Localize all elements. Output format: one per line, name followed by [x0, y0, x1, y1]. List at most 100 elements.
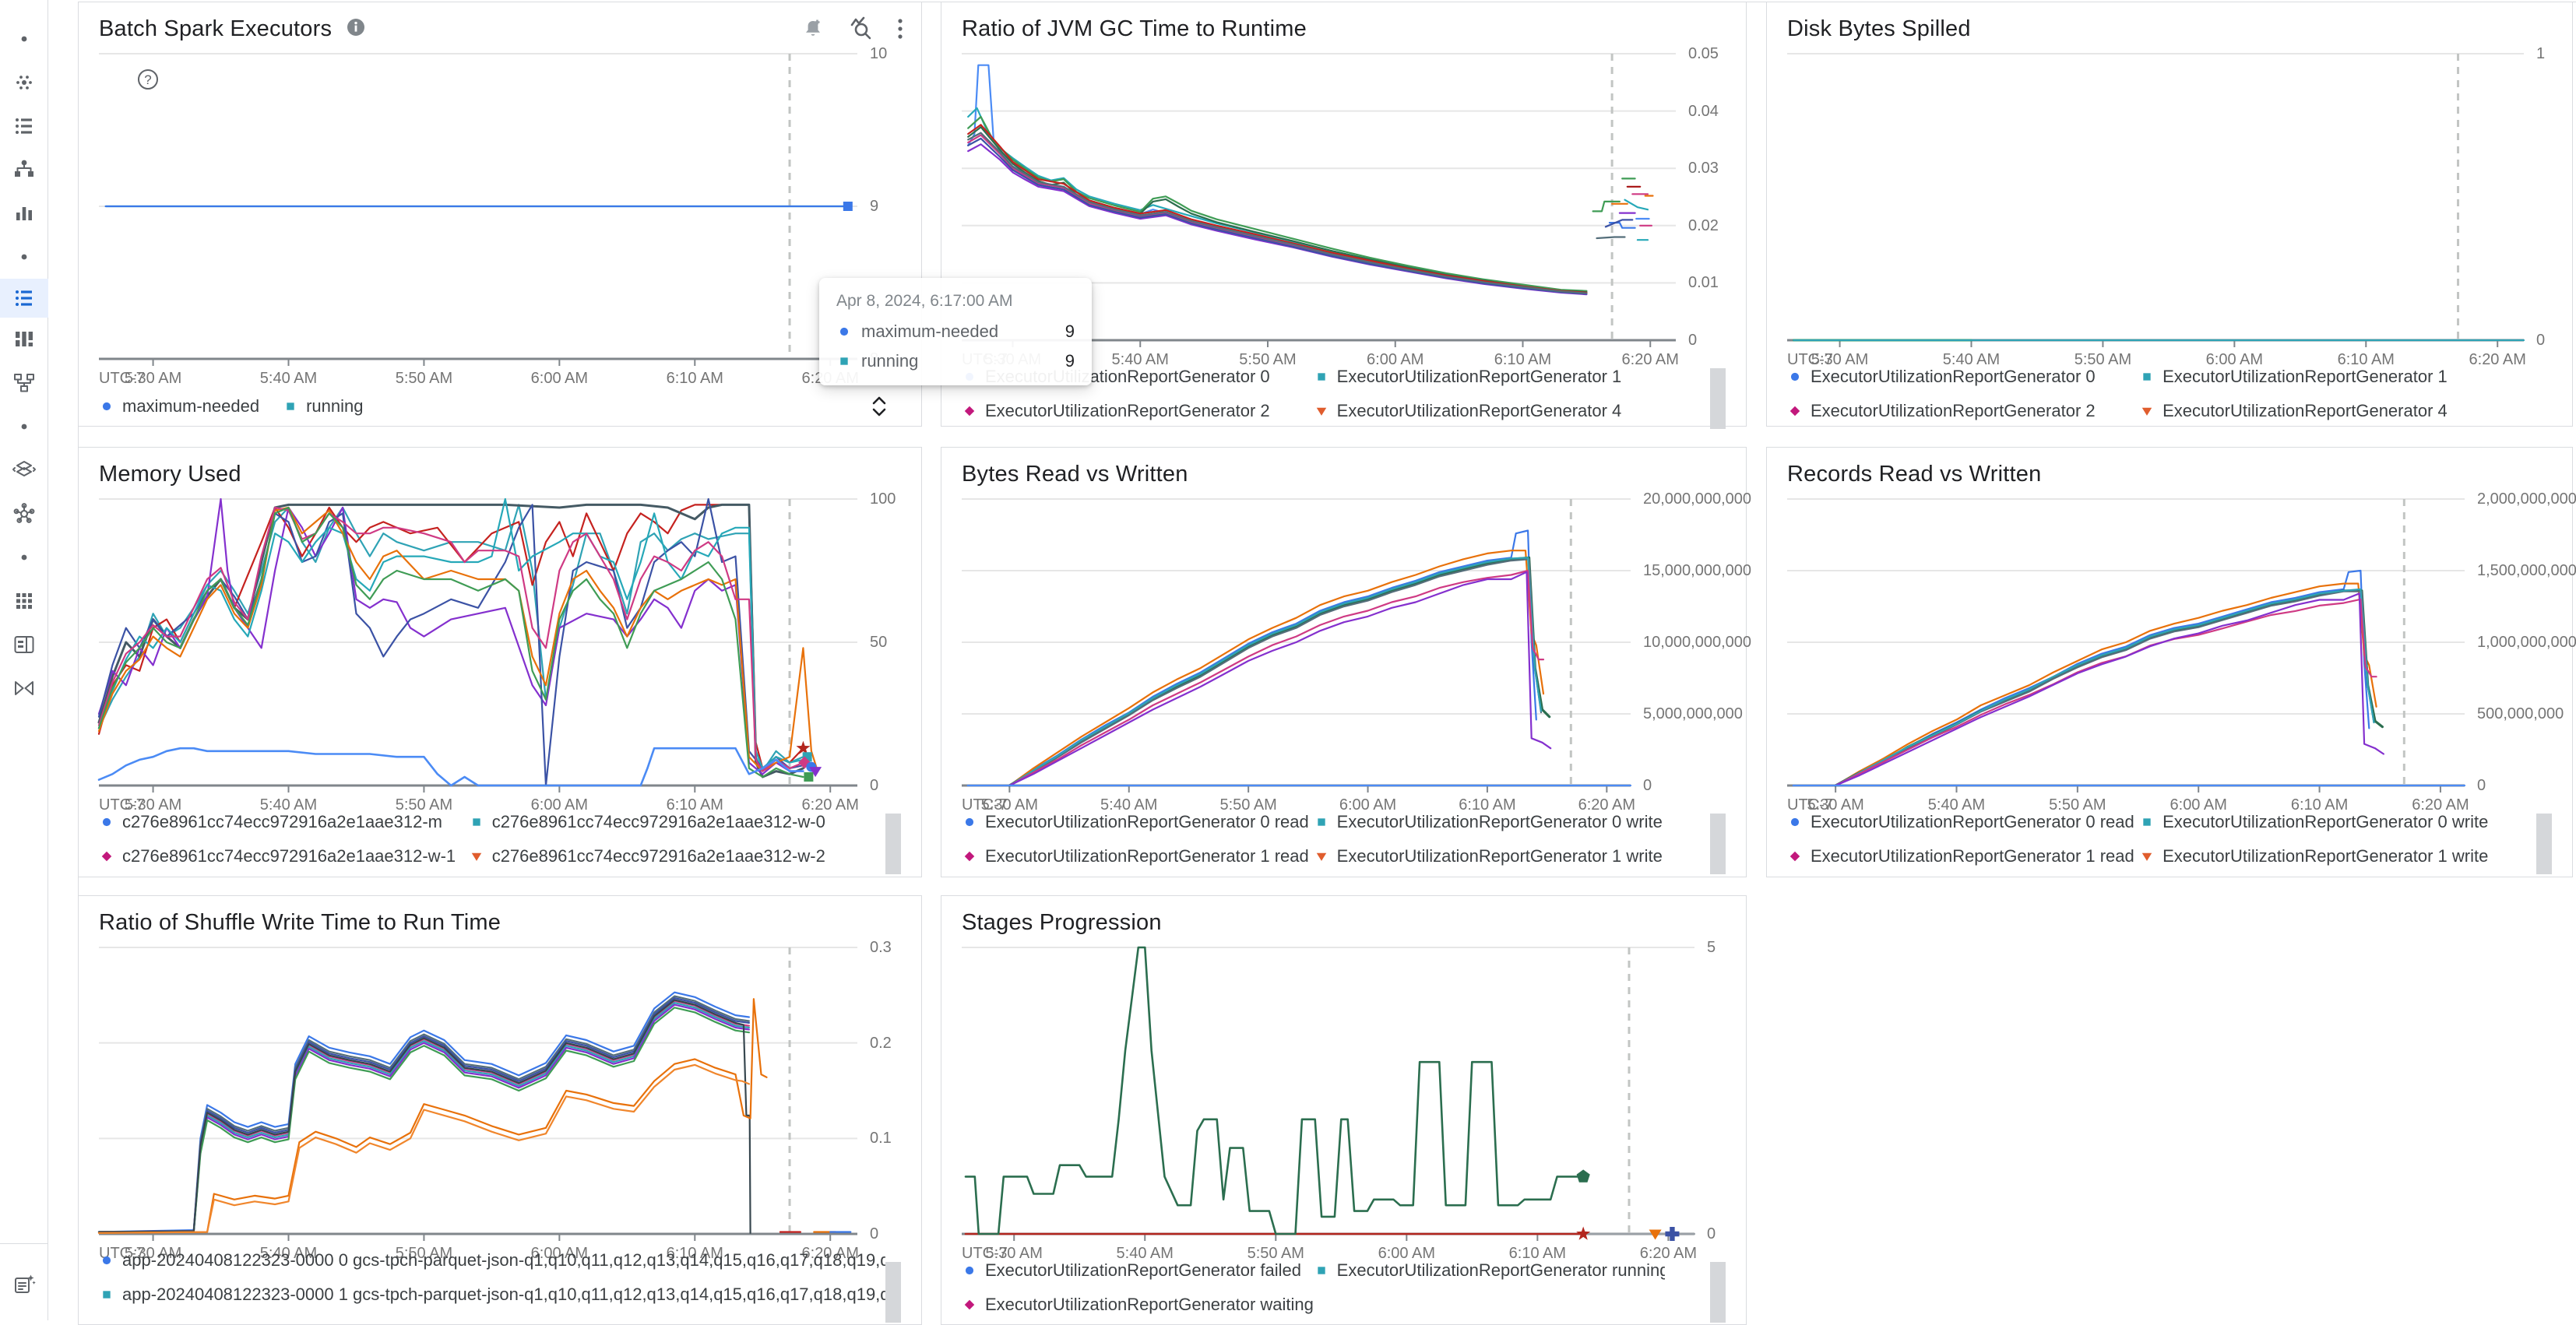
more-vert-icon[interactable]	[895, 15, 906, 43]
sidebar-item-apps-grid[interactable]	[0, 579, 48, 623]
org-tree-icon	[14, 160, 33, 177]
x-axis-label: 5:50 AM	[395, 1245, 453, 1262]
legend-item[interactable]: app-20240408122323-0000 0 gcs-tpch-parqu…	[99, 1250, 885, 1271]
chart-card-memory-used: Memory Used 100 50 0 UTC-7 5:30 AM 5:40 AM 5:5…	[78, 447, 922, 877]
y-axis-label: 50	[870, 634, 888, 651]
legend-item[interactable]: ExecutorUtilizationReportGenerator 1	[1314, 367, 1666, 387]
legend-item[interactable]: ExecutorUtilizationReportGenerator 1 rea…	[1787, 846, 2139, 866]
legend-item[interactable]: ExecutorUtilizationReportGenerator 0 rea…	[1787, 812, 2139, 832]
legend-item[interactable]: c276e8961cc74ecc972916a2e1aae312-m	[99, 812, 469, 832]
x-axis-label: 5:50 AM	[2074, 351, 2132, 368]
legend-item[interactable]: ExecutorUtilizationReportGenerator 0 wri…	[2139, 812, 2491, 832]
legend-item[interactable]: ExecutorUtilizationReportGenerator 1 rea…	[962, 846, 1314, 866]
legend-item[interactable]: running	[283, 396, 363, 416]
sidebar-item-layers[interactable]	[0, 448, 48, 492]
sidebar-item-list[interactable]	[0, 104, 48, 148]
x-axis-label: 6:00 AM	[530, 1245, 589, 1262]
sidebar-item-dot[interactable]	[0, 235, 48, 279]
series-line	[97, 497, 804, 769]
legend-item[interactable]: ExecutorUtilizationReportGenerator 1 wri…	[2139, 846, 2491, 866]
info-icon[interactable]	[344, 16, 368, 43]
chart-plot[interactable]: 20,000,000,000 15,000,000,000 10,000,000,0…	[941, 448, 1751, 877]
sidebar-item-org-tree[interactable]	[0, 148, 48, 192]
sidebar-item-list[interactable]	[0, 279, 48, 318]
sidebar-item-dot[interactable]	[0, 405, 48, 448]
legend-item[interactable]: ExecutorUtilizationReportGenerator 4	[1314, 401, 1666, 421]
x-axis-label: 6:10 AM	[2290, 796, 2349, 814]
legend-scrollbar-thumb[interactable]	[885, 814, 901, 874]
y-axis-label: 0.01	[1688, 274, 1719, 292]
sidebar-item-bowtie[interactable]	[0, 666, 48, 710]
series-line	[1834, 589, 2384, 787]
legend-label: ExecutorUtilizationReportGenerator faile…	[985, 1260, 1301, 1280]
plot-canvas[interactable]	[1787, 498, 2466, 795]
legend-item[interactable]: ExecutorUtilizationReportGenerator 1 wri…	[1314, 846, 1666, 866]
legend-item[interactable]: ExecutorUtilizationReportGenerator 4	[2139, 401, 2491, 421]
sidebar-item-bar-chart[interactable]	[0, 192, 48, 235]
chart-title: Batch Spark Executors	[99, 16, 333, 41]
legend-scrollbar-thumb[interactable]	[1710, 1262, 1726, 1323]
series-line	[1834, 592, 2385, 787]
legend-item[interactable]: c276e8961cc74ecc972916a2e1aae312-w-2	[469, 846, 839, 866]
series-line	[1008, 550, 1545, 787]
plot-canvas[interactable]	[99, 53, 857, 368]
sidebar-item-notes-sparkle[interactable]	[0, 1263, 48, 1306]
add-alert-icon[interactable]	[800, 16, 826, 42]
chart-plot[interactable]: 100 50 0 UTC-7 5:30 AM 5:40 AM 5:50 AM 6:00 AM 6…	[79, 448, 921, 877]
series-line	[1008, 556, 1551, 787]
legend-item[interactable]: c276e8961cc74ecc972916a2e1aae312-w-1	[99, 846, 469, 866]
x-axis-label: 6:20 AM	[801, 1245, 859, 1262]
sidebar-item-cluster-dots[interactable]	[0, 61, 48, 104]
legend-label: ExecutorUtilizationReportGenerator 1 wri…	[2163, 846, 2489, 866]
diamond-marker-icon	[964, 406, 975, 416]
data-point-marker	[843, 202, 853, 211]
square-marker-icon	[1317, 373, 1325, 381]
legend-item[interactable]: ExecutorUtilizationReportGenerator waiti…	[962, 1295, 1314, 1315]
legend-item[interactable]: ExecutorUtilizationReportGenerator 0	[1787, 367, 2139, 387]
chart-plot[interactable]: 1098UTC-75:30 AM5:40 AM5:50 AM6:00 AM6:1…	[79, 2, 921, 426]
sidebar-item-dashboard-window[interactable]	[0, 623, 48, 666]
plot-canvas[interactable]	[1787, 53, 2525, 350]
legend-item[interactable]: ExecutorUtilizationReportGenerator 0 wri…	[1314, 812, 1666, 832]
square-marker-icon	[1317, 1267, 1325, 1274]
tooltip-series-label: running	[861, 351, 919, 371]
legend-item[interactable]: maximum-needed	[99, 396, 259, 416]
chart-card-batch-spark-executors: Batch Spark Executors 1098UTC-75:30 AM5:…	[78, 2, 922, 427]
plot-canvas[interactable]	[97, 947, 857, 1243]
sidebar-item-dot[interactable]	[0, 17, 48, 61]
legend-expand-control[interactable]	[868, 392, 890, 425]
sidebar-item-tile-columns[interactable]	[0, 318, 48, 361]
series-line	[1008, 529, 1537, 787]
y-axis-label: 0	[870, 777, 879, 794]
sidebar-item-hub[interactable]	[0, 492, 48, 536]
chart-title: Stages Progression	[962, 909, 1162, 935]
chart-plot[interactable]: 5 0 UTC-7 5:30 AM 5:40 AM 5:50 AM 6:00 AM 6:10 …	[941, 896, 1746, 1324]
legend-item[interactable]: app-20240408122323-0000 1 gcs-tpch-parqu…	[99, 1285, 885, 1305]
legend-item[interactable]: ExecutorUtilizationReportGenerator runni…	[1314, 1260, 1665, 1281]
explore-chart-icon[interactable]	[846, 15, 875, 43]
legend-scrollbar-thumb[interactable]	[885, 1262, 901, 1323]
plot-canvas[interactable]	[962, 946, 1696, 1243]
x-axis-label: 6:00 AM	[1378, 1245, 1436, 1262]
legend-item[interactable]: ExecutorUtilizationReportGenerator 1	[2139, 367, 2491, 387]
legend-scrollbar-thumb[interactable]	[1710, 814, 1726, 874]
legend-item[interactable]: c276e8961cc74ecc972916a2e1aae312-w-0	[469, 812, 839, 832]
chart-plot[interactable]: 0.3 0.2 0.1 0 UTC-7 5:30 AM 5:40 AM 5:50 AM 6:00…	[79, 896, 921, 1324]
plot-canvas[interactable]	[962, 498, 1632, 795]
legend-item[interactable]: ExecutorUtilizationReportGenerator faile…	[962, 1260, 1314, 1281]
sidebar-item-dot[interactable]	[0, 536, 48, 579]
help-icon[interactable]: ?	[135, 66, 161, 97]
legend-scrollbar-thumb[interactable]	[1710, 368, 1726, 429]
legend-item[interactable]: ExecutorUtilizationReportGenerator 2	[962, 401, 1314, 421]
chart-plot[interactable]: 1 0 UTC-7 5:30 AM 5:40 AM 5:50 AM 6:00 AM 6:10 …	[1767, 2, 2572, 426]
y-axis-label: 10,000,000,000	[1643, 634, 1752, 651]
legend-item[interactable]: ExecutorUtilizationReportGenerator 2	[1787, 401, 2139, 421]
plot-canvas[interactable]	[97, 497, 857, 795]
data-point-marker	[1649, 1229, 1662, 1240]
series-line	[967, 107, 1588, 293]
x-axis-label: 6:10 AM	[666, 796, 723, 814]
sidebar-item-flowchart[interactable]	[0, 361, 48, 405]
legend-item[interactable]: ExecutorUtilizationReportGenerator 0 rea…	[962, 812, 1314, 832]
legend-scrollbar-thumb[interactable]	[2536, 814, 2552, 874]
chart-plot[interactable]: 2,000,000,000 1,500,000,000 1,000,000,000 5…	[1767, 448, 2576, 877]
